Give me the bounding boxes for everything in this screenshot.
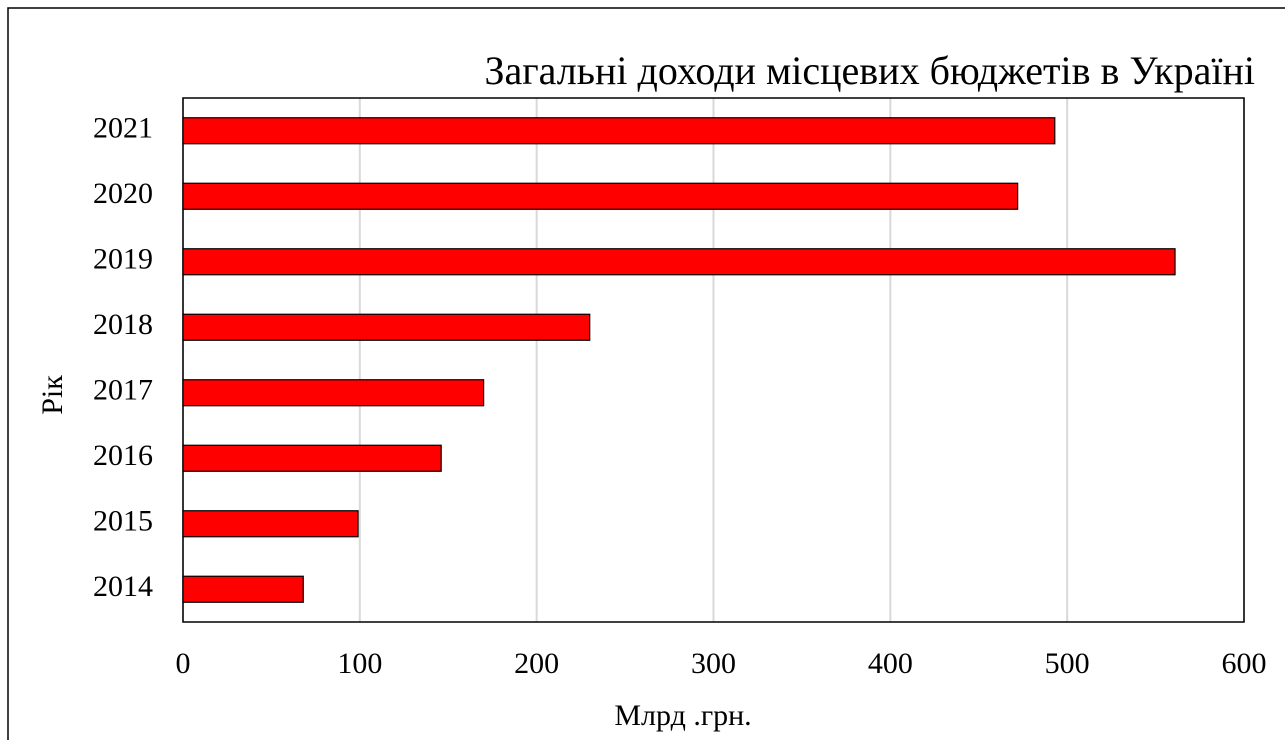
bar [182, 313, 591, 341]
y-tick-label: 2015 [93, 505, 153, 538]
bar [182, 379, 485, 407]
x-tick-label: 100 [337, 647, 382, 680]
y-tick-label: 2021 [93, 112, 153, 145]
bar [182, 182, 1019, 210]
y-tick-label: 2016 [93, 439, 153, 472]
bar [182, 510, 359, 538]
bar [182, 444, 442, 472]
y-tick-label: 2019 [93, 243, 153, 276]
x-tick-label: 200 [514, 647, 559, 680]
y-tick-label: 2018 [93, 308, 153, 341]
x-tick-label: 400 [868, 647, 913, 680]
x-tick-label: 300 [691, 647, 736, 680]
x-tick-label: 500 [1045, 647, 1090, 680]
bar [182, 248, 1176, 276]
y-tick-label: 2014 [93, 570, 153, 603]
x-tick-label: 0 [176, 647, 191, 680]
plot-area [182, 97, 1245, 623]
y-tick-label: 2020 [93, 177, 153, 210]
bar [182, 117, 1056, 145]
x-axis-label: Млрд .грн. [614, 699, 751, 732]
y-axis-label: Рік [36, 375, 69, 415]
y-tick-label: 2017 [93, 374, 153, 407]
frame [7, 7, 1285, 740]
chart-title: Загальні доходи місцевих бюджетів в Укра… [484, 48, 1255, 93]
bar [182, 575, 304, 603]
x-tick-label: 600 [1222, 647, 1267, 680]
